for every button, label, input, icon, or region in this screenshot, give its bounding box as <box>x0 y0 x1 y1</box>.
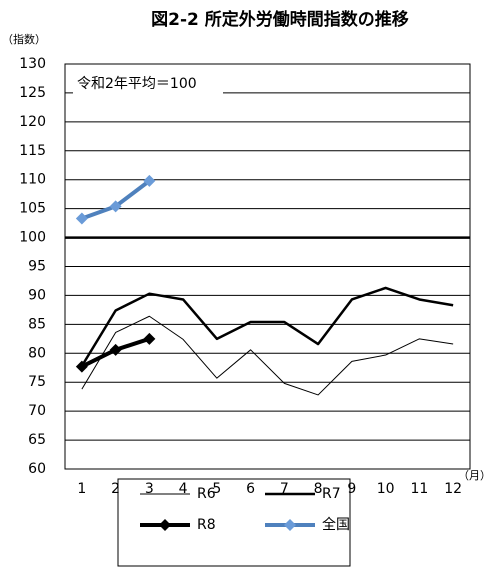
x-tick-label: 9 <box>347 481 356 497</box>
legend-label: R7 <box>322 486 341 502</box>
y-axis-label: （指数） <box>2 32 46 46</box>
y-tick-label: 105 <box>19 201 46 217</box>
x-tick-label: 1 <box>77 481 86 497</box>
x-tick-label: 11 <box>410 481 428 497</box>
x-tick-label: 8 <box>314 481 323 497</box>
y-tick-label: 70 <box>28 403 46 419</box>
point-marker <box>109 200 122 213</box>
point-marker <box>75 212 88 225</box>
x-tick-label: 12 <box>444 481 462 497</box>
series-line <box>81 179 151 221</box>
x-tick-label: 2 <box>111 481 120 497</box>
legend-marker <box>284 519 296 531</box>
y-tick-label: 80 <box>28 345 46 361</box>
series-line <box>80 286 454 367</box>
legend-box <box>117 478 351 567</box>
y-tick-label: 110 <box>19 172 46 188</box>
x-axis-label: （月） <box>458 469 491 482</box>
y-tick-label: 125 <box>19 85 46 101</box>
x-tick-label: 3 <box>145 481 154 497</box>
y-tick-label: 100 <box>19 230 46 246</box>
chart-title: 図2-2 所定外労働時間指数の推移 <box>151 9 409 30</box>
annotation-bg <box>73 72 223 96</box>
y-tick-label: 75 <box>28 374 46 390</box>
point-marker <box>75 360 88 373</box>
annotation: 令和2年平均＝100 <box>77 76 197 92</box>
y-tick-label: 85 <box>28 316 46 332</box>
y-tick-label: 120 <box>19 114 46 130</box>
point-marker <box>109 343 122 356</box>
legend-label: R8 <box>197 517 216 533</box>
y-tick-label: 65 <box>28 432 46 448</box>
legend-label: 全国 <box>322 516 350 533</box>
y-tick-label: 115 <box>19 143 46 159</box>
point-marker <box>143 174 156 187</box>
y-tick-label: 95 <box>28 259 46 275</box>
x-tick-label: 4 <box>179 481 188 497</box>
x-tick-label: 5 <box>212 481 221 497</box>
point-marker <box>143 332 156 345</box>
x-tick-label: 6 <box>246 481 255 497</box>
x-tick-label: 10 <box>377 481 395 497</box>
x-tick-label: 7 <box>280 481 289 497</box>
plot-frame <box>64 63 471 470</box>
y-tick-label: 60 <box>28 461 46 477</box>
series-line <box>81 315 454 396</box>
legend-label: R6 <box>197 486 216 502</box>
y-tick-label: 130 <box>19 56 46 72</box>
y-tick-label: 90 <box>28 287 46 303</box>
legend-marker <box>159 519 171 531</box>
